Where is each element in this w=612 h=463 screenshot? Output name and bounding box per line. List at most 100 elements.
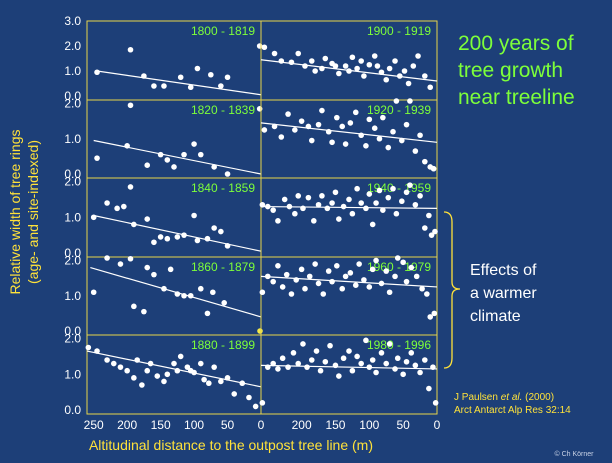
- data-point: [264, 203, 271, 210]
- citation-line2: Arct Antarct Alp Res 32:14: [454, 405, 571, 416]
- data-point: [224, 171, 231, 177]
- data-point: [305, 123, 312, 130]
- x-tick-label: 0: [258, 418, 265, 432]
- panel-label: 1800 - 1819: [191, 24, 255, 38]
- data-point: [369, 357, 376, 363]
- data-point: [352, 109, 359, 116]
- data-point: [270, 360, 276, 367]
- data-point: [407, 182, 413, 188]
- data-point: [90, 214, 97, 221]
- panel-label: 1900 - 1919: [367, 24, 431, 38]
- data-point: [141, 308, 147, 315]
- data-point: [259, 289, 266, 296]
- data-point: [347, 270, 354, 276]
- data-point: [358, 132, 364, 139]
- panel-1800-1819: 1800 - 1819: [86, 20, 263, 101]
- data-point: [339, 123, 346, 130]
- data-point: [94, 348, 100, 354]
- x-axis-ticks: 250 200 150 100 50 0 200 150 100 50 0: [84, 418, 441, 432]
- data-point: [278, 134, 285, 140]
- trend-line: [93, 214, 262, 252]
- data-point: [144, 162, 151, 168]
- effects-line1: Effects of: [470, 262, 537, 279]
- data-point: [218, 378, 224, 385]
- data-point: [390, 128, 396, 135]
- data-point: [413, 273, 420, 280]
- data-point: [392, 273, 398, 280]
- data-point: [94, 155, 100, 161]
- data-point: [394, 255, 401, 261]
- data-point: [144, 264, 151, 271]
- data-point: [392, 366, 398, 372]
- data-point: [356, 261, 362, 267]
- data-point: [412, 201, 419, 208]
- data-point: [131, 303, 137, 310]
- data-point: [399, 137, 405, 144]
- data-point: [285, 111, 291, 117]
- data-point: [157, 151, 164, 158]
- citation-etal: et al.: [501, 392, 523, 403]
- data-point: [358, 360, 364, 367]
- data-point: [117, 261, 124, 267]
- data-point: [373, 200, 379, 206]
- data-point: [270, 278, 276, 285]
- data-point: [380, 207, 386, 213]
- data-point: [131, 221, 137, 228]
- data-point: [403, 121, 410, 128]
- data-point: [224, 74, 231, 81]
- data-point: [407, 98, 413, 104]
- data-point: [224, 375, 231, 381]
- y-tick-label: 0.0: [64, 246, 81, 260]
- data-point: [139, 382, 145, 388]
- y-tick-label: 2.0: [64, 332, 81, 346]
- data-point: [187, 84, 194, 91]
- data-point: [279, 355, 286, 362]
- data-point: [177, 353, 184, 360]
- data-point: [270, 207, 276, 213]
- data-point: [322, 358, 329, 365]
- panel-frame: [260, 334, 438, 415]
- data-point: [187, 292, 194, 299]
- data-point: [293, 277, 300, 283]
- data-point: [373, 257, 379, 264]
- data-point: [174, 234, 181, 240]
- data-point: [124, 367, 130, 374]
- data-point: [104, 200, 110, 206]
- data-point: [392, 58, 398, 64]
- data-point: [259, 201, 266, 208]
- data-point: [325, 128, 332, 135]
- data-point: [403, 358, 410, 365]
- data-point: [393, 98, 400, 104]
- panel-label: 1880 - 1899: [191, 338, 255, 352]
- data-point: [110, 360, 117, 367]
- data-point: [313, 348, 320, 354]
- data-point: [417, 193, 423, 199]
- y-tick-label: 1.0: [64, 367, 81, 381]
- data-point: [127, 184, 134, 190]
- data-point: [371, 53, 378, 59]
- panel-label: 1960 - 1979: [367, 260, 431, 274]
- data-point: [167, 266, 174, 273]
- data-point: [271, 50, 278, 57]
- data-point: [181, 232, 187, 238]
- x-tick-label: 250: [84, 418, 104, 432]
- data-point: [426, 385, 432, 392]
- scatter-panels: 1800 - 1819 1900 - 1919 1820 - 1839 1920 - …: [85, 20, 439, 415]
- data-point: [400, 259, 406, 266]
- data-point: [261, 44, 268, 51]
- citation-author: J Paulsen: [454, 392, 501, 403]
- data-point: [427, 84, 434, 91]
- data-point: [231, 391, 238, 397]
- data-point: [295, 193, 302, 199]
- data-point: [275, 366, 281, 372]
- effects-line2: a warmer: [470, 285, 537, 302]
- data-point: [410, 63, 417, 69]
- data-point: [329, 278, 335, 285]
- data-point: [342, 273, 349, 280]
- y-tick-label: 3.0: [64, 14, 81, 28]
- data-point: [174, 367, 181, 374]
- data-point: [208, 71, 214, 78]
- data-point: [417, 132, 423, 139]
- y-axis-title-line2: (age- and site-indexed): [25, 140, 41, 284]
- x-tick-label: 100: [359, 418, 379, 432]
